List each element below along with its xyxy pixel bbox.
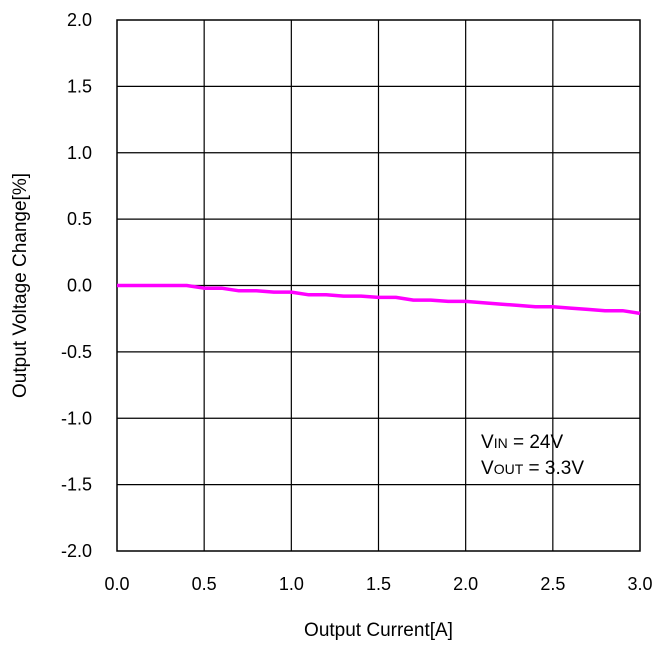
y-tick-label: -2.0 [61,541,92,561]
grid-lines [117,20,640,551]
y-axis-title: Output Voltage Change[%] [10,173,31,398]
x-axis-title: Output Current[A] [304,620,453,641]
x-tick-label: 1.0 [279,574,304,594]
vin-label: VIN = 24V [481,432,563,453]
series-group [117,283,641,316]
x-tick-label: 2.5 [540,574,565,594]
y-tick-label: -1.0 [61,408,92,428]
x-tick-label: 0.0 [104,574,129,594]
y-tick-label: 1.0 [67,143,92,163]
y-tick-label: 2.0 [67,10,92,30]
y-tick-label: -1.5 [61,475,92,495]
x-tick-labels: 0.0 0.5 1.0 1.5 2.0 2.5 3.0 [104,574,652,594]
x-tick-label: 3.0 [627,574,652,594]
y-tick-label: 1.5 [67,76,92,96]
x-tick-label: 0.5 [192,574,217,594]
y-tick-label: 0.0 [67,276,92,296]
x-tick-label: 1.5 [366,574,391,594]
y-tick-labels: 2.0 1.5 1.0 0.5 0.0 -0.5 -1.0 -1.5 -2.0 [61,10,92,561]
x-tick-label: 2.0 [453,574,478,594]
y-tick-label: -0.5 [61,342,92,362]
y-tick-label: 0.5 [67,209,92,229]
vout-label: VOUT = 3.3V [481,458,584,479]
conditions-annotation: VIN = 24V VOUT = 3.3V [481,432,584,479]
series-line [117,283,641,316]
